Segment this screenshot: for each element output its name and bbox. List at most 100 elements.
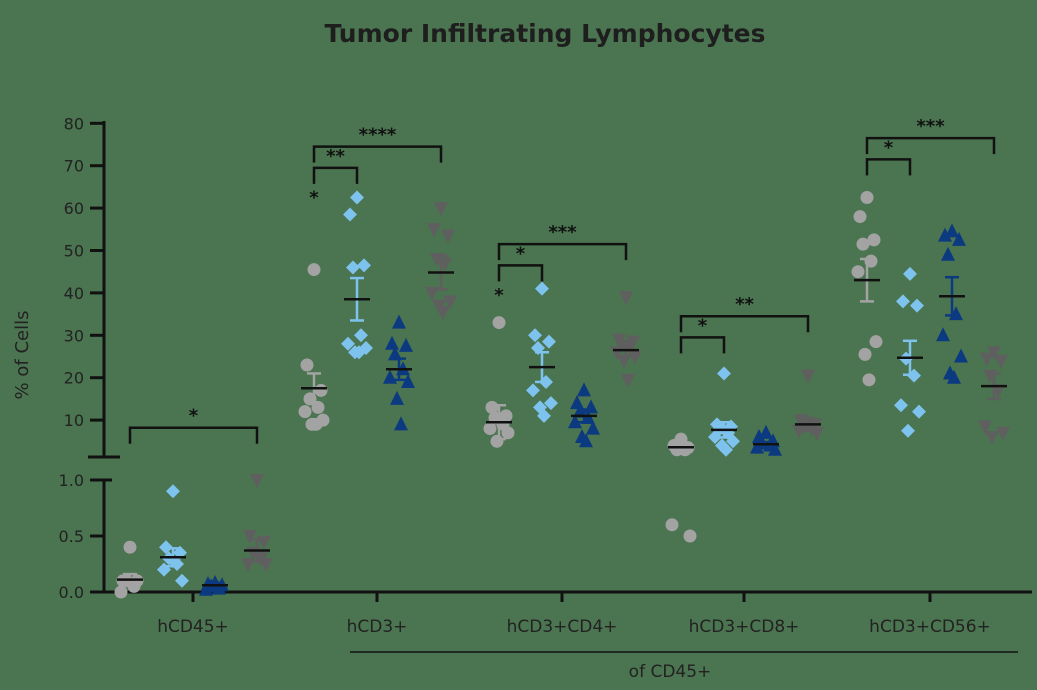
circle-marker xyxy=(307,263,321,277)
triangle-down-marker xyxy=(996,426,1010,441)
diamond-marker xyxy=(166,484,180,499)
x-tick-label: hCD3+CD8+ xyxy=(689,617,800,637)
y-tick-label: 70 xyxy=(64,157,84,176)
y-tick-label: 0.5 xyxy=(59,527,84,546)
circle-marker xyxy=(665,518,679,532)
circle-marker xyxy=(309,417,323,431)
circle-marker xyxy=(862,373,876,387)
significance-label: * xyxy=(189,406,199,427)
triangle-down-marker xyxy=(243,530,257,544)
axes: 10 20 30 40 50 60 70 80 0.0 0.5 1.0 hCD45+ hCD3+ hCD3… xyxy=(59,114,1032,653)
triangle-down-marker xyxy=(985,431,999,446)
diamond-marker xyxy=(910,298,924,313)
significance-bracket xyxy=(128,426,259,444)
circle-marker xyxy=(856,237,870,251)
triangle-up-marker xyxy=(750,439,764,454)
triangle-down-marker xyxy=(801,369,815,384)
chart-title: Tumor Infiltrating Lymphocytes xyxy=(325,19,766,48)
triangle-up-marker xyxy=(401,373,415,388)
triangle-up-marker xyxy=(568,414,582,429)
y-tick-label: 0.0 xyxy=(59,583,84,602)
circle-marker xyxy=(860,191,874,204)
triangle-down-marker xyxy=(434,202,448,217)
diamond-marker xyxy=(354,328,368,343)
y-tick-label: 80 xyxy=(64,114,84,133)
diamond-marker xyxy=(535,281,549,296)
significance-bracket xyxy=(497,242,628,261)
triangle-up-marker xyxy=(388,346,402,361)
significance-bracket xyxy=(312,166,359,184)
circle-marker xyxy=(483,422,497,436)
diamond-marker xyxy=(537,408,551,423)
triangle-down-marker xyxy=(980,352,994,367)
data-points xyxy=(114,190,1010,599)
circle-marker xyxy=(490,434,504,448)
triangle-down-marker xyxy=(241,558,255,572)
x-axis-group-label: of CD45+ xyxy=(629,662,712,682)
circle-marker xyxy=(300,358,314,372)
triangle-up-marker xyxy=(954,348,968,363)
triangle-up-marker xyxy=(570,395,584,410)
significance-bracket xyxy=(865,158,912,176)
triangle-down-marker xyxy=(250,474,264,488)
diamond-marker xyxy=(526,383,540,398)
circle-marker xyxy=(114,585,128,599)
triangle-up-marker xyxy=(952,231,966,246)
diamond-marker xyxy=(901,423,915,438)
circle-marker xyxy=(123,540,137,554)
triangle-up-marker xyxy=(938,227,952,242)
triangle-down-marker xyxy=(443,295,457,310)
significance-bracket xyxy=(497,264,544,282)
triangle-down-marker xyxy=(619,291,633,306)
diamond-marker xyxy=(357,258,371,273)
triangle-up-marker xyxy=(584,399,598,414)
y-tick-label: 50 xyxy=(64,242,84,261)
triangle-down-marker xyxy=(792,424,806,439)
triangle-down-marker xyxy=(441,229,455,244)
triangle-up-marker xyxy=(392,314,406,329)
y-tick-label: 30 xyxy=(64,326,84,345)
triangle-down-marker xyxy=(436,305,450,320)
circle-marker xyxy=(298,405,312,419)
significance-label: * xyxy=(516,243,526,264)
diamond-marker xyxy=(894,398,908,413)
diamond-marker xyxy=(896,294,910,309)
circle-marker xyxy=(853,210,867,224)
significance-label: *** xyxy=(916,116,945,137)
triangle-up-marker xyxy=(579,433,593,448)
diamond-marker xyxy=(903,266,917,281)
diamond-marker xyxy=(346,260,360,275)
significance-label: * xyxy=(309,187,319,208)
circle-marker xyxy=(867,233,881,247)
diamond-marker xyxy=(350,190,364,205)
triangle-down-marker xyxy=(621,373,635,388)
diamond-marker xyxy=(708,430,722,445)
diamond-marker xyxy=(352,345,366,360)
x-tick-label: hCD3+ xyxy=(347,617,408,637)
triangle-up-marker xyxy=(399,337,413,352)
diamond-marker xyxy=(719,442,733,457)
triangle-up-marker xyxy=(383,369,397,384)
x-tick-label: hCD3+CD4+ xyxy=(507,617,618,637)
triangle-up-marker xyxy=(390,390,404,405)
y-tick-label: 60 xyxy=(64,199,84,218)
significance-label: ** xyxy=(735,294,754,315)
triangle-up-marker xyxy=(586,420,600,435)
diamond-marker xyxy=(544,396,558,411)
triangle-up-marker xyxy=(945,223,959,238)
circle-marker xyxy=(501,426,515,440)
triangle-up-marker xyxy=(394,416,408,431)
circle-marker xyxy=(858,347,872,361)
triangle-up-marker xyxy=(577,382,591,397)
circle-marker xyxy=(683,529,697,543)
circle-marker xyxy=(869,335,883,349)
diamond-marker xyxy=(175,573,189,588)
diamond-marker xyxy=(343,207,357,222)
triangle-down-marker xyxy=(978,420,992,435)
triangle-down-marker xyxy=(994,354,1008,369)
x-tick-label: hCD3+CD56+ xyxy=(869,617,991,637)
circle-marker xyxy=(314,383,328,397)
mean-sem-bars xyxy=(117,254,1007,588)
triangle-up-marker xyxy=(936,327,950,342)
triangle-down-marker xyxy=(628,350,642,365)
